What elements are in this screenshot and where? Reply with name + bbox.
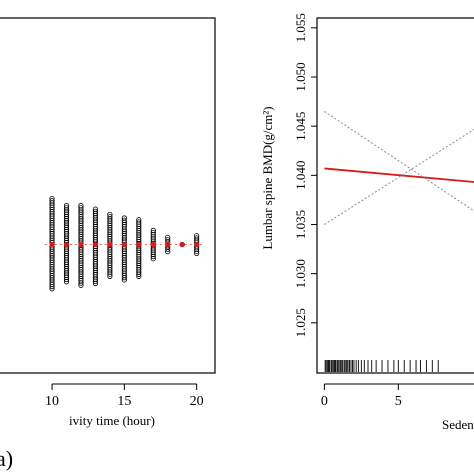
mean-point — [179, 241, 185, 248]
data-point — [136, 271, 142, 277]
left-plot-frame — [0, 17, 216, 374]
data-point — [107, 271, 113, 277]
right-y-tick-label: 1.030 — [293, 259, 308, 288]
left-x-tick-label: 15 — [117, 394, 131, 409]
data-point — [136, 273, 142, 280]
data-point — [165, 249, 171, 255]
left-means — [44, 241, 204, 248]
left-panel: 10 15 20 ivity time (hour) — [0, 17, 216, 428]
point-column — [78, 203, 84, 288]
right-rug — [324, 360, 439, 372]
right-y-axis: 1.025 1.030 1.035 1.040 1.045 1.050 1.055 — [293, 13, 317, 337]
right-y-tick-label: 1.045 — [293, 112, 308, 141]
data-point — [92, 280, 99, 287]
left-x-tick-label: 20 — [190, 394, 204, 409]
data-point — [194, 248, 200, 254]
panel-label: a) — [0, 446, 14, 471]
mean-point — [165, 241, 171, 248]
right-plot-frame — [316, 17, 474, 374]
data-point — [49, 284, 55, 290]
right-x-axis-label: Sedenta — [442, 417, 474, 432]
data-point — [150, 256, 156, 262]
right-y-tick-label: 1.040 — [293, 161, 308, 190]
right-y-tick-label: 1.050 — [293, 62, 308, 91]
right-y-tick-label: 1.035 — [293, 210, 308, 239]
data-point — [78, 280, 84, 286]
upper-ci-line — [324, 111, 474, 212]
data-point — [63, 276, 70, 283]
mean-point — [150, 241, 156, 248]
data-point — [92, 278, 99, 284]
fit-line — [324, 167, 474, 183]
right-x-tick-label: 5 — [395, 394, 402, 409]
left-x-axis: 10 15 20 — [45, 383, 204, 409]
mean-point — [49, 241, 55, 248]
data-point — [63, 279, 70, 285]
mean-point — [136, 241, 142, 248]
data-point — [49, 286, 55, 292]
data-point — [150, 253, 156, 260]
right-lines — [324, 111, 474, 225]
data-point — [121, 277, 127, 283]
mean-point — [121, 241, 127, 248]
point-column — [107, 211, 113, 280]
right-y-tick-label: 1.055 — [293, 13, 308, 42]
data-point — [194, 250, 200, 257]
point-column — [121, 215, 127, 283]
left-x-axis-label: ivity time (hour) — [69, 413, 155, 428]
data-point — [107, 273, 113, 280]
right-y-axis-label: Lumbar spine BMD(g/cm²) — [260, 106, 275, 249]
lower-ci-line — [324, 128, 474, 225]
right-y-tick-label: 1.025 — [293, 308, 308, 337]
right-x-tick-label: 0 — [321, 394, 328, 409]
data-point — [78, 282, 84, 288]
point-column — [49, 195, 55, 292]
point-column — [136, 217, 142, 280]
data-point — [121, 275, 127, 281]
left-x-tick-label: 10 — [45, 394, 59, 409]
point-column — [92, 206, 99, 287]
